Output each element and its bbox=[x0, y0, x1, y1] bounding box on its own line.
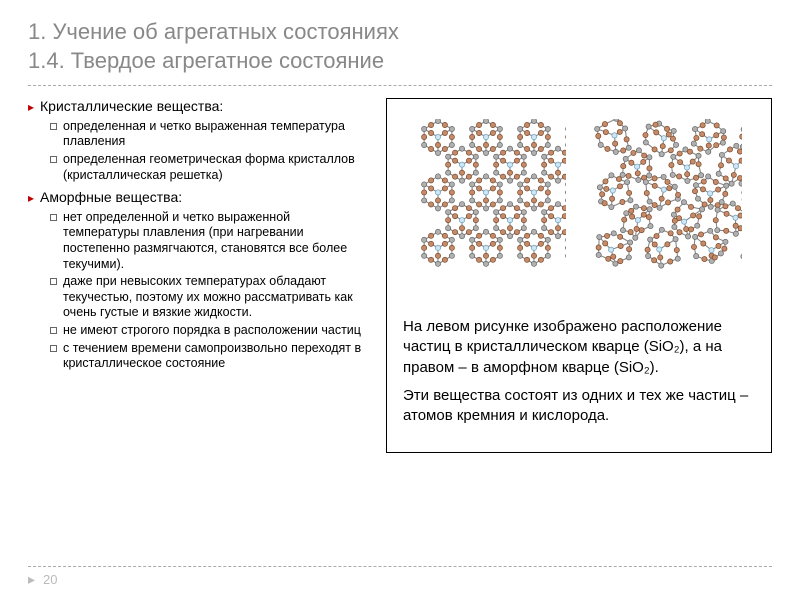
amorphous-diagram bbox=[592, 119, 742, 289]
caption-text-2: Эти вещества состоят из одних и тех же ч… bbox=[403, 386, 755, 427]
slide-title: 1. Учение об агрегатных состояниях 1.4. … bbox=[28, 18, 772, 86]
footer: ▸ 20 bbox=[28, 566, 772, 588]
heading-text: Аморфные вещества: bbox=[40, 189, 182, 207]
square-bullet-icon bbox=[50, 345, 57, 352]
list-item: не имеют строгого порядка в расположении… bbox=[50, 323, 368, 339]
heading-amorphous: ▸ Аморфные вещества: bbox=[28, 189, 368, 207]
heading-text: Кристаллические вещества: bbox=[40, 98, 223, 116]
list-item: с течением времени самопроизвольно перех… bbox=[50, 341, 368, 372]
list-item: нет определенной и четко выраженной темп… bbox=[50, 210, 368, 273]
list-item: даже при невысоких температурах обладают… bbox=[50, 274, 368, 321]
page-icon: ▸ bbox=[28, 571, 35, 588]
title-line-1: 1. Учение об агрегатных состояниях bbox=[28, 18, 772, 47]
page-number: 20 bbox=[43, 572, 57, 587]
right-panel: На левом рисунке изображено расположение… bbox=[386, 98, 772, 453]
list-text: не имеют строгого порядка в расположении… bbox=[63, 323, 361, 339]
square-bullet-icon bbox=[50, 327, 57, 334]
amorphous-sublist: нет определенной и четко выраженной темп… bbox=[28, 210, 368, 372]
square-bullet-icon bbox=[50, 278, 57, 285]
list-text: определенная геометрическая форма криста… bbox=[63, 152, 368, 183]
diagram-row bbox=[403, 119, 755, 289]
list-item: определенная и четко выраженная температ… bbox=[50, 119, 368, 150]
caption-text-1: На левом рисунке изображено расположение… bbox=[403, 317, 755, 378]
heading-crystalline: ▸ Кристаллические вещества: bbox=[28, 98, 368, 116]
square-bullet-icon bbox=[50, 156, 57, 163]
square-bullet-icon bbox=[50, 123, 57, 130]
title-line-2: 1.4. Твердое агрегатное состояние bbox=[28, 47, 772, 76]
square-bullet-icon bbox=[50, 214, 57, 221]
list-text: определенная и четко выраженная температ… bbox=[63, 119, 368, 150]
crystalline-diagram bbox=[416, 119, 566, 289]
caption-block: На левом рисунке изображено расположение… bbox=[403, 317, 755, 434]
left-column: ▸ Кристаллические вещества: определенная… bbox=[28, 98, 368, 453]
content-area: ▸ Кристаллические вещества: определенная… bbox=[28, 98, 772, 453]
arrow-icon: ▸ bbox=[28, 100, 34, 114]
list-text: с течением времени самопроизвольно перех… bbox=[63, 341, 368, 372]
arrow-icon: ▸ bbox=[28, 191, 34, 205]
list-text: даже при невысоких температурах обладают… bbox=[63, 274, 368, 321]
list-text: нет определенной и четко выраженной темп… bbox=[63, 210, 368, 273]
list-item: определенная геометрическая форма криста… bbox=[50, 152, 368, 183]
crystalline-sublist: определенная и четко выраженная температ… bbox=[28, 119, 368, 184]
